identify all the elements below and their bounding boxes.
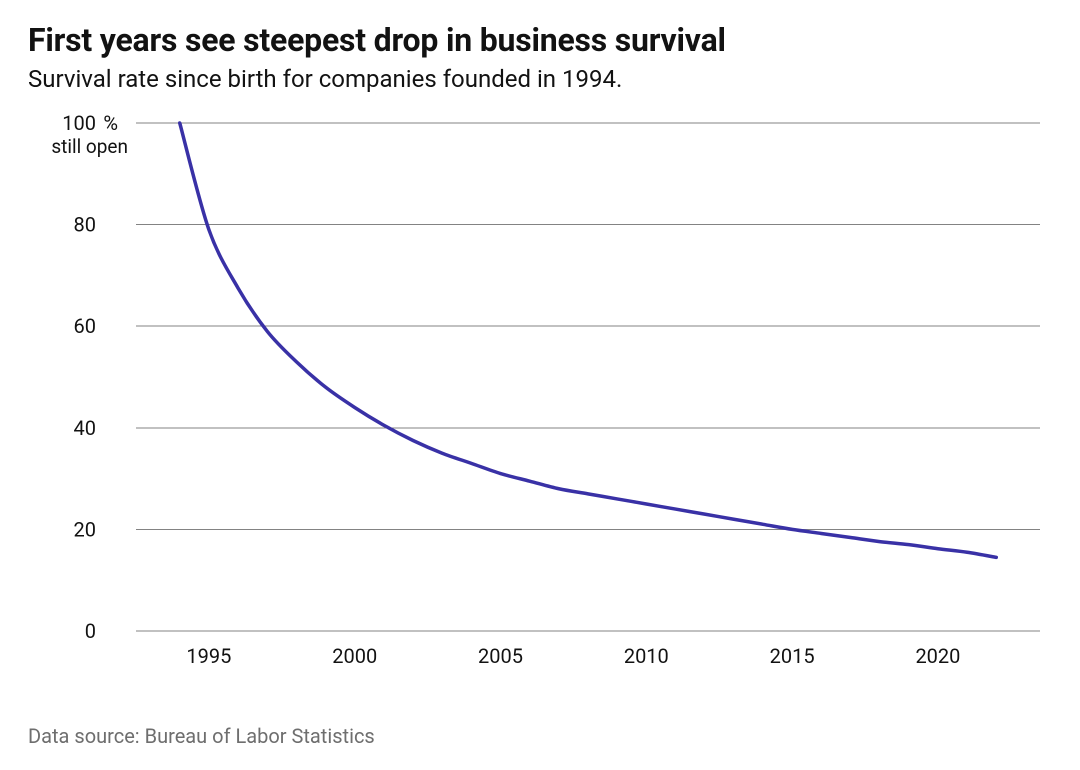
y-axis-label: 80 [74,212,96,236]
x-axis-label: 2010 [624,644,669,668]
data-source-footer: Data source: Bureau of Labor Statistics [28,724,375,748]
y-axis-label: 60 [74,314,96,338]
y-axis-suffix: % [103,111,118,135]
survival-line [180,123,997,557]
x-axis-label: 2015 [770,644,815,668]
x-axis-label: 1995 [186,644,231,668]
y-axis-subtext: still open [51,135,128,158]
line-chart: 0 20 40 60 80 100%still open 1995 2000 2005 2010 2… [28,111,1052,681]
x-axis-label: 2005 [478,644,523,668]
y-axis-label: 40 [74,416,96,440]
chart-title: First years see steepest drop in busines… [28,22,1052,59]
y-axis-label: 0 [85,619,96,643]
x-axis-label: 2000 [332,644,377,668]
y-axis-label: 20 [74,517,96,541]
y-axis-label: 100 [62,111,96,135]
x-axis-label: 2020 [915,644,960,668]
chart-area: 0 20 40 60 80 100%still open 1995 2000 2005 2010 2… [28,111,1052,681]
chart-subtitle: Survival rate since birth for companies … [28,65,1052,93]
